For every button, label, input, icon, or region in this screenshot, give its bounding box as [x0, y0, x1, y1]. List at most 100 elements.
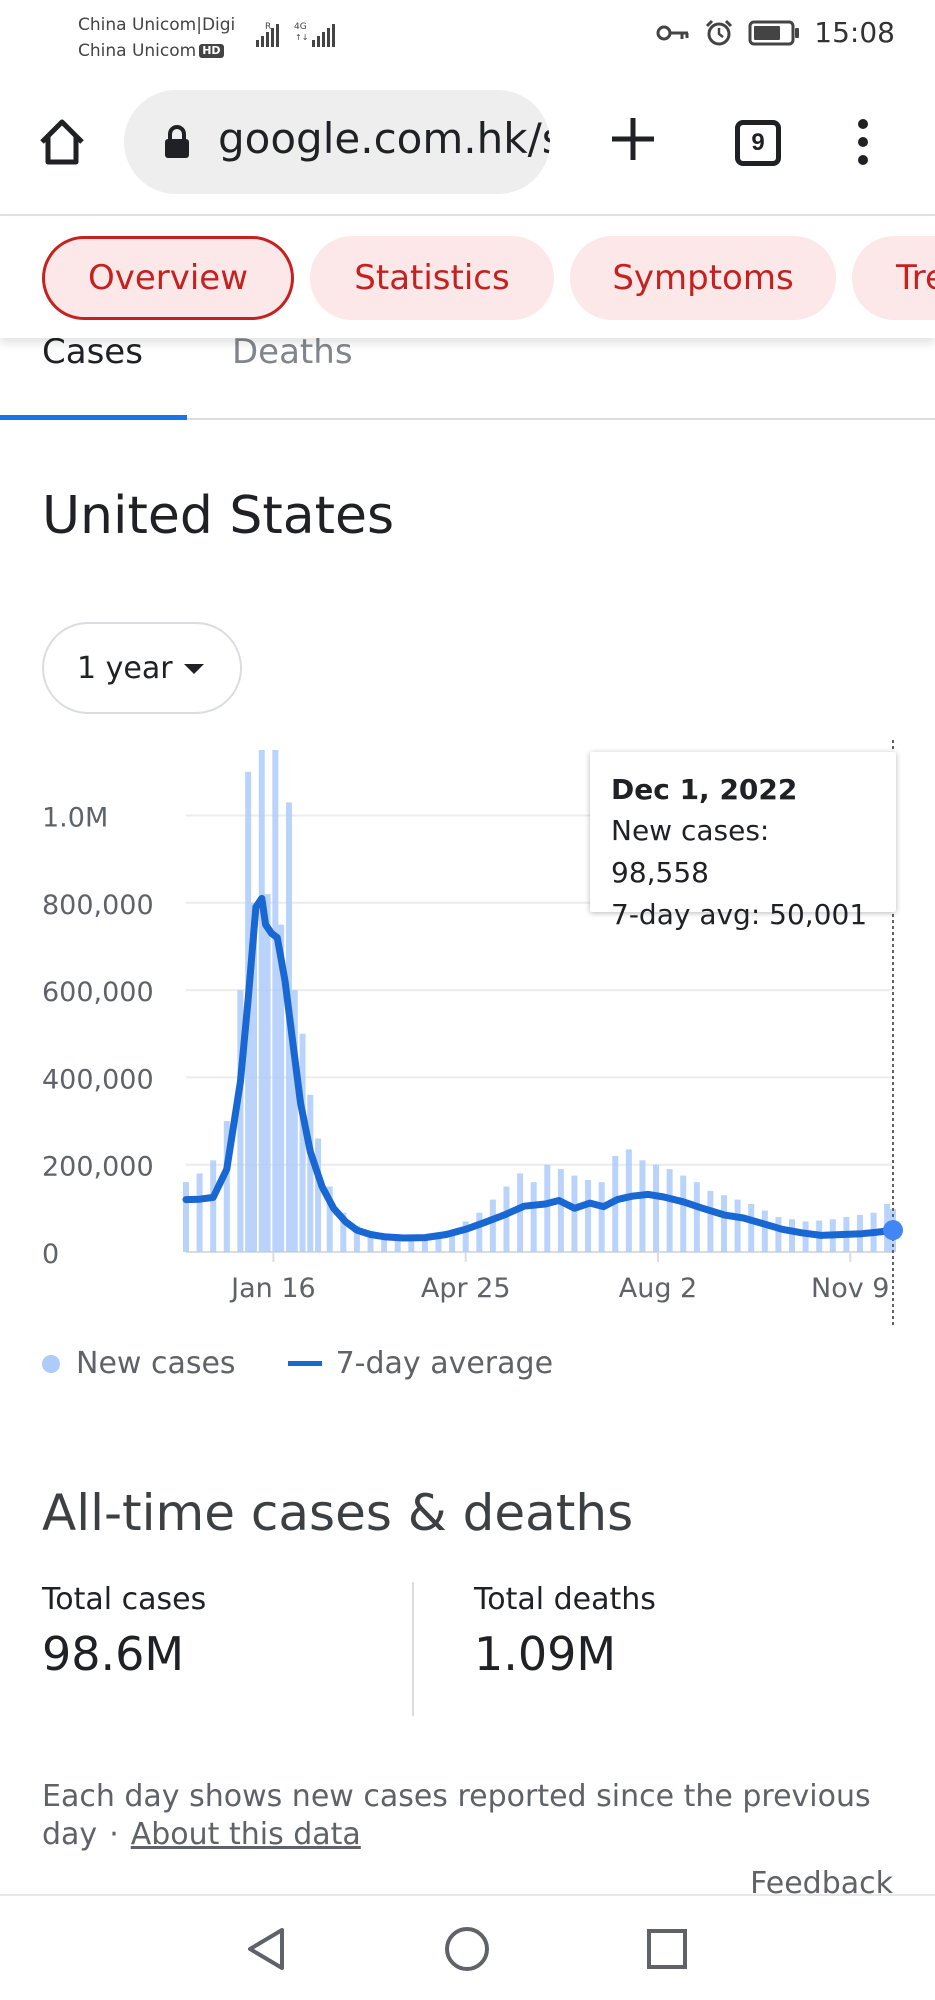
region-title: United States: [42, 486, 395, 546]
new-cases-bar: [503, 1186, 510, 1252]
new-cases-bar: [340, 1212, 347, 1252]
total-cases-label: Total cases: [42, 1582, 207, 1617]
new-cases-bar: [653, 1164, 660, 1252]
new-cases-bar: [761, 1210, 768, 1252]
tab-switcher-button[interactable]: 9: [735, 120, 781, 166]
stat-divider: [412, 1582, 414, 1716]
footnote-separator: ·: [109, 1817, 119, 1852]
new-cases-bar: [264, 894, 271, 1252]
browser-toolbar: google.com.hk/se 9: [0, 72, 935, 216]
new-cases-bar: [680, 1175, 687, 1252]
carrier-info: China Unicom|Digi China Unicom HD: [78, 12, 235, 64]
tooltip-new-cases: New cases: 98,558: [611, 814, 770, 889]
new-cases-bar: [707, 1190, 714, 1252]
system-nav-bar: [0, 1894, 935, 2000]
chip-symptoms[interactable]: Symptoms: [570, 236, 836, 320]
chip-statistics[interactable]: Statistics: [310, 236, 554, 320]
tab-cases[interactable]: Cases: [42, 332, 143, 372]
new-cases-bar: [476, 1212, 483, 1252]
tab-count: 9: [751, 129, 765, 156]
more-menu-icon[interactable]: [848, 116, 878, 168]
new-cases-bar: [394, 1235, 401, 1252]
tab-deaths[interactable]: Deaths: [232, 332, 353, 372]
x-tick-label: Jan 16: [229, 1273, 316, 1304]
signal-4g-icon: 4G ↑↓: [294, 22, 335, 47]
y-tick-label: 1.0M: [42, 802, 108, 833]
new-cases-bar: [449, 1230, 456, 1252]
new-cases-bar: [196, 1173, 203, 1252]
data-footnote: Each day shows new cases reported since …: [42, 1778, 902, 1854]
y-tick-label: 800,000: [42, 890, 154, 921]
recents-square-icon[interactable]: [642, 1924, 692, 1974]
alarm-icon: [706, 19, 733, 45]
x-tick-label: Nov 9: [811, 1273, 889, 1304]
signal-1-tag: R: [265, 22, 271, 32]
new-cases-bar: [183, 1182, 189, 1252]
new-cases-bar: [421, 1236, 428, 1252]
total-deaths-stat: Total deaths 1.09M: [474, 1582, 656, 1681]
new-cases-bar: [530, 1182, 537, 1252]
legend-new-cases: New cases: [76, 1346, 236, 1381]
active-tab-indicator: [0, 415, 187, 420]
new-cases-bar: [734, 1199, 741, 1252]
new-cases-bar: [775, 1217, 782, 1252]
new-cases-bar: [435, 1234, 442, 1252]
metric-tabs: Cases Deaths: [0, 330, 935, 420]
carrier-line-2-text: China Unicom: [78, 41, 197, 61]
chip-overview[interactable]: Overview: [42, 236, 294, 320]
new-cases-bar: [571, 1175, 578, 1252]
cases-chart-svg: 0 200,000 400,000 600,000 800,000 1.0M Jan 16 A…: [42, 740, 903, 1325]
x-tick-label: Apr 25: [421, 1273, 511, 1304]
new-cases-bar: [291, 990, 298, 1252]
footnote-text: Each day shows new cases reported since …: [42, 1779, 871, 1852]
new-cases-bar: [250, 902, 257, 1252]
cases-chart[interactable]: 0 200,000 400,000 600,000 800,000 1.0M Jan 16 A…: [0, 740, 935, 1340]
y-tick-label: 200,000: [42, 1152, 154, 1183]
new-cases-bar: [517, 1173, 524, 1252]
dropdown-caret-icon: [184, 664, 204, 674]
signal-2-tag: 4G: [294, 22, 307, 32]
time-range-value: 1 year: [77, 650, 173, 686]
legend-average-swatch: [287, 1361, 322, 1366]
clock: 15:08: [814, 16, 895, 49]
status-bar: China Unicom|Digi China Unicom HD R 4G ↑↓: [0, 0, 935, 72]
highlight-point: [883, 1220, 903, 1241]
home-circle-icon[interactable]: [442, 1924, 492, 1974]
new-cases-bar: [666, 1169, 673, 1252]
time-range-select[interactable]: 1 year: [42, 622, 242, 714]
chip-treatments[interactable]: Tre: [852, 236, 935, 320]
new-cases-bar: [278, 924, 285, 1252]
y-tick-label: 400,000: [42, 1064, 154, 1095]
legend-average: 7-day average: [335, 1346, 554, 1381]
new-cases-bar: [557, 1169, 564, 1252]
address-bar[interactable]: google.com.hk/se: [124, 90, 550, 194]
new-cases-bar: [489, 1199, 496, 1252]
new-cases-bar: [353, 1225, 360, 1252]
legend-new-cases-swatch: [42, 1354, 60, 1373]
new-cases-bar: [598, 1182, 605, 1252]
chart-tooltip: Dec 1, 2022 New cases: 98,558 7-day avg:…: [590, 752, 896, 931]
battery-icon: [748, 20, 800, 45]
lock-icon: [165, 125, 189, 158]
y-tick-label: 600,000: [42, 977, 154, 1008]
new-cases-bar: [237, 990, 244, 1252]
about-this-data-link[interactable]: About this data: [130, 1817, 361, 1852]
new-cases-bar: [625, 1149, 632, 1252]
carrier-line-2: China Unicom HD: [78, 38, 235, 64]
svg-text:↑↓: ↑↓: [295, 33, 308, 42]
url-text: google.com.hk/se: [218, 114, 550, 163]
back-triangle-icon[interactable]: [242, 1924, 292, 1974]
new-cases-bar: [367, 1231, 374, 1252]
new-cases-bar: [326, 1186, 333, 1252]
new-cases-bar: [272, 750, 279, 1252]
new-cases-bar: [748, 1203, 755, 1252]
signal-strength-icon: R: [256, 22, 279, 47]
home-icon[interactable]: [36, 116, 88, 168]
new-cases-bar: [544, 1164, 551, 1252]
status-right: 15:08: [656, 16, 895, 49]
x-tick-label: Aug 2: [619, 1273, 697, 1304]
new-cases-bar: [223, 1121, 230, 1252]
new-cases-bar: [789, 1219, 795, 1252]
new-tab-plus-icon[interactable]: [608, 114, 658, 164]
new-cases-bar: [721, 1195, 728, 1252]
